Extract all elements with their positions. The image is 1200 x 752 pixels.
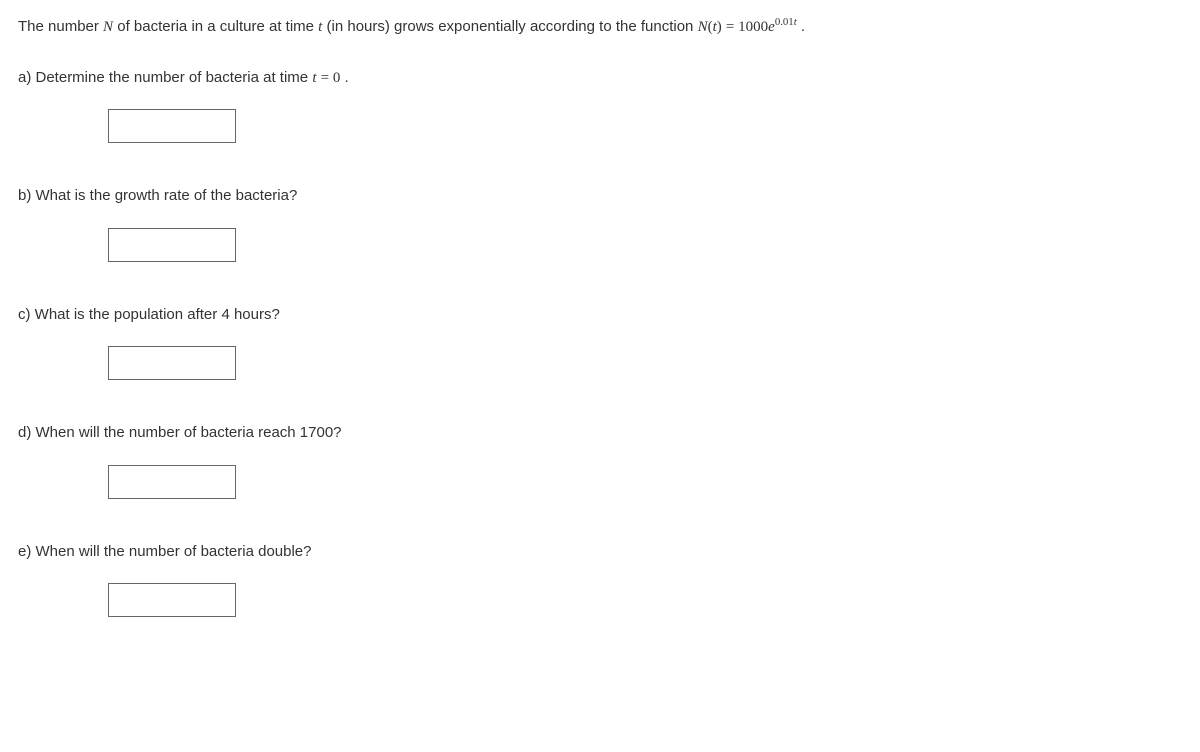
question-a-var-t: t xyxy=(312,70,316,86)
answer-b-input[interactable] xyxy=(108,228,236,262)
question-b: b) What is the growth rate of the bacter… xyxy=(18,185,1182,262)
answer-e-wrap xyxy=(18,583,1182,617)
variable-t: t xyxy=(318,19,322,35)
answer-e-input[interactable] xyxy=(108,583,236,617)
intro-text-pre: The number xyxy=(18,18,103,35)
problem-intro: The number N of bacteria in a culture at… xyxy=(18,14,1182,39)
constant-e: e xyxy=(768,19,775,35)
answer-a-wrap xyxy=(18,109,1182,143)
question-a-eq: = xyxy=(321,70,333,86)
answer-b-wrap xyxy=(18,228,1182,262)
answer-a-input[interactable] xyxy=(108,109,236,143)
question-d: d) When will the number of bacteria reac… xyxy=(18,422,1182,499)
coefficient-1000: 1000 xyxy=(738,19,768,35)
answer-d-input[interactable] xyxy=(108,465,236,499)
intro-text-mid1: of bacteria in a culture at time xyxy=(117,18,318,35)
question-e: e) When will the number of bacteria doub… xyxy=(18,541,1182,618)
answer-d-wrap xyxy=(18,465,1182,499)
function-N: N xyxy=(698,19,708,35)
question-a-label: a) Determine the number of bacteria at t… xyxy=(18,69,312,86)
exponent: 0.01t xyxy=(775,16,797,28)
answer-c-input[interactable] xyxy=(108,346,236,380)
intro-period: . xyxy=(801,18,805,35)
question-e-text: e) When will the number of bacteria doub… xyxy=(18,541,1182,564)
equals-sign: = xyxy=(726,19,738,35)
question-c: c) What is the population after 4 hours? xyxy=(18,304,1182,381)
exponent-var-t: t xyxy=(794,16,797,28)
question-a-text: a) Determine the number of bacteria at t… xyxy=(18,67,1182,90)
intro-text-mid2: (in hours) grows exponentially according… xyxy=(327,18,698,35)
answer-c-wrap xyxy=(18,346,1182,380)
exponent-coef: 0.01 xyxy=(775,16,794,28)
question-a: a) Determine the number of bacteria at t… xyxy=(18,67,1182,144)
variable-N: N xyxy=(103,19,113,35)
question-a-val: 0 xyxy=(333,70,341,86)
question-b-text: b) What is the growth rate of the bacter… xyxy=(18,185,1182,208)
question-a-period: . xyxy=(345,69,349,86)
question-d-text: d) When will the number of bacteria reac… xyxy=(18,422,1182,445)
question-c-text: c) What is the population after 4 hours? xyxy=(18,304,1182,327)
rparen: ) xyxy=(717,19,722,35)
